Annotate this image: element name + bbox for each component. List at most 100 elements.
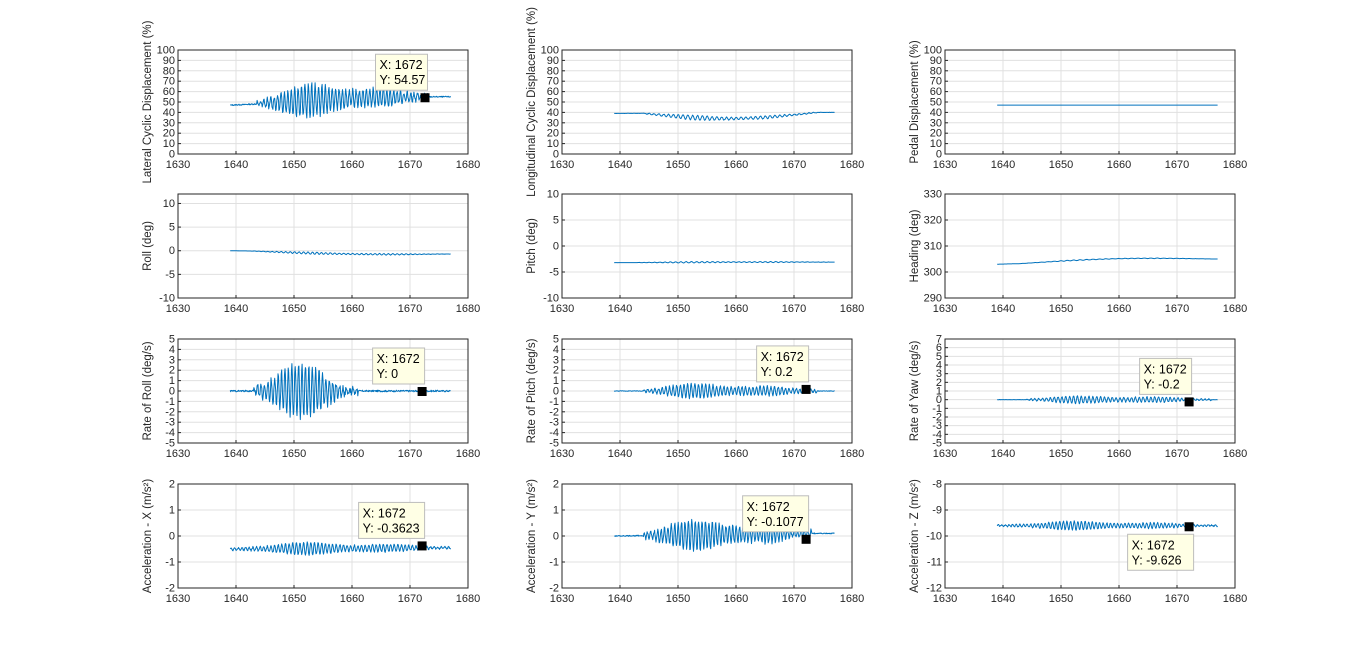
- y-tick-label: 80: [930, 65, 942, 77]
- y-tick-label: -12: [926, 583, 942, 595]
- x-tick-label: 1680: [840, 448, 864, 460]
- x-tick-label: 1670: [1165, 303, 1189, 315]
- x-tick-label: 1650: [1049, 448, 1073, 460]
- y-tick-label: 60: [163, 86, 175, 98]
- y-tick-label: -3: [549, 417, 559, 429]
- y-tick-label: 1: [553, 375, 559, 387]
- datatip-marker: [801, 534, 811, 544]
- x-tick-label: 1650: [282, 303, 306, 315]
- subplot-12: 1630 1640 1650 1660 1670 1680 -12 -11 -10 -9 -8 Acc…: [909, 479, 1247, 606]
- y-tick-label: 70: [547, 76, 559, 88]
- x-tick-label: 1650: [666, 593, 690, 605]
- datatip-marker: [1184, 522, 1194, 532]
- y-tick-label: -3: [165, 417, 175, 429]
- y-tick-label: 20: [163, 128, 175, 140]
- y-axis-label: Rate of Yaw (deg/s): [909, 341, 921, 442]
- series-line: [997, 395, 1218, 405]
- y-tick-label: 50: [547, 97, 559, 109]
- y-axis-label: Acceleration - X (m/s²): [142, 479, 154, 594]
- x-tick-label: 1640: [608, 303, 632, 315]
- y-tick-label: 10: [163, 138, 175, 150]
- y-tick-label: -10: [926, 531, 942, 543]
- x-tick-label: 1680: [840, 159, 864, 171]
- subplot-9: 1630 1640 1650 1660 1670 1680 -5-4-3-2-1012345…: [909, 334, 1247, 461]
- y-tick-label: -3: [932, 420, 942, 432]
- y-tick-label: -2: [549, 583, 559, 595]
- x-tick-label: 1680: [456, 159, 480, 171]
- x-tick-label: 1680: [840, 593, 864, 605]
- x-tick-label: 1670: [398, 448, 422, 460]
- x-tick-label: 1660: [340, 448, 364, 460]
- y-tick-label: 0: [169, 245, 175, 257]
- series-line: [613, 382, 835, 400]
- x-tick-label: 1680: [1223, 303, 1247, 315]
- y-tick-label: 1: [169, 505, 175, 517]
- y-tick-label: 0: [553, 149, 559, 161]
- x-tick-label: 1630: [550, 448, 574, 460]
- y-tick-label: 1: [936, 386, 942, 398]
- y-tick-label: 10: [547, 189, 559, 201]
- y-axis-label: Lateral Cyclic Displacement (%): [142, 20, 154, 183]
- x-tick-label: 1680: [1223, 593, 1247, 605]
- y-tick-label: 4: [169, 344, 175, 356]
- y-tick-label: 100: [157, 45, 175, 57]
- y-tick-label: -2: [165, 583, 175, 595]
- y-tick-label: 1: [553, 505, 559, 517]
- datatip-x-label: X: 1672: [747, 500, 790, 514]
- y-axis-label: Acceleration - Z (m/s²): [909, 479, 921, 593]
- datatip-box: [375, 53, 428, 91]
- x-tick-label: 1630: [933, 303, 957, 315]
- subplot-4: 1630 1640 1650 1660 1670 1680 -10 -5 0 5 10 Roll (d…: [142, 193, 480, 315]
- y-tick-label: 330: [924, 189, 942, 201]
- y-tick-label: 30: [930, 117, 942, 129]
- x-tick-label: 1640: [224, 159, 248, 171]
- y-tick-label: -1: [165, 396, 175, 408]
- y-tick-label: 3: [936, 368, 942, 380]
- y-tick-label: 4: [936, 360, 942, 372]
- axes-box: [177, 193, 469, 299]
- y-tick-label: 10: [930, 138, 942, 150]
- y-tick-label: -1: [165, 557, 175, 569]
- x-tick-label: 1640: [608, 448, 632, 460]
- x-tick-label: 1680: [456, 303, 480, 315]
- y-axis-label: Acceleration - Y (m/s²): [526, 479, 538, 593]
- datatip-y-label: Y: 0: [377, 367, 399, 381]
- y-axis-label: Rate of Roll (deg/s): [142, 341, 154, 440]
- x-tick-label: 1630: [166, 303, 190, 315]
- x-tick-label: 1640: [991, 303, 1015, 315]
- datatip-x-label: X: 1672: [363, 506, 406, 520]
- datatip-box: [1127, 533, 1195, 571]
- y-tick-label: -5: [549, 267, 559, 279]
- y-tick-label: 70: [163, 76, 175, 88]
- y-tick-label: -5: [165, 438, 175, 450]
- y-tick-label: 310: [924, 241, 942, 253]
- y-tick-label: -1: [549, 557, 559, 569]
- y-tick-label: -1: [932, 403, 942, 415]
- y-tick-label: 10: [163, 198, 175, 210]
- y-tick-label: 2: [553, 365, 559, 377]
- x-tick-label: 1640: [224, 448, 248, 460]
- y-tick-label: 80: [547, 65, 559, 77]
- y-tick-label: 2: [553, 479, 559, 491]
- x-tick-label: 1660: [340, 303, 364, 315]
- x-tick-label: 1670: [782, 159, 806, 171]
- x-tick-label: 1630: [933, 159, 957, 171]
- x-tick-label: 1650: [1049, 159, 1073, 171]
- y-tick-label: 50: [930, 97, 942, 109]
- x-tick-label: 1670: [1165, 593, 1189, 605]
- datatip-y-label: Y: 54.57: [380, 73, 426, 87]
- x-tick-label: 1640: [991, 159, 1015, 171]
- datatip-y-label: Y: -0.1077: [747, 515, 804, 529]
- x-tick-label: 1630: [166, 593, 190, 605]
- series-line: [614, 261, 835, 264]
- series-line: [229, 541, 452, 556]
- y-tick-label: 7: [936, 334, 942, 346]
- y-tick-label: -1: [549, 396, 559, 408]
- x-tick-label: 1630: [550, 159, 574, 171]
- y-tick-label: 40: [163, 107, 175, 119]
- x-tick-label: 1660: [340, 159, 364, 171]
- x-tick-label: 1630: [166, 448, 190, 460]
- y-tick-label: 0: [169, 386, 175, 398]
- datatip-box: [372, 347, 426, 385]
- x-tick-label: 1640: [224, 593, 248, 605]
